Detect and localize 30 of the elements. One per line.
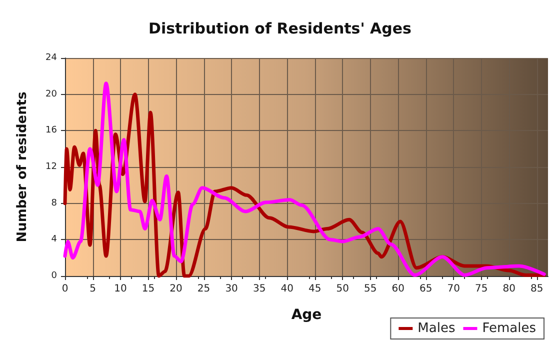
y-tick-label: 12 [46, 162, 57, 172]
y-tick-label: 16 [46, 126, 58, 136]
x-axis-title: Age [291, 307, 322, 323]
x-tick-label: 40 [280, 284, 294, 294]
y-tick-label: 0 [51, 271, 58, 281]
x-tick-label: 60 [392, 284, 404, 294]
chart-title: Distribution of Residents' Ages [148, 20, 412, 38]
x-tick-label: 55 [364, 284, 377, 294]
x-tick-label: 5 [90, 284, 96, 294]
x-tick-label: 15 [142, 284, 155, 294]
x-tick-label: 85 [530, 284, 544, 294]
x-tick-label: 65 [419, 284, 432, 294]
legend-label: Females [482, 321, 536, 336]
x-tick-label: 20 [170, 284, 182, 294]
y-axis-title: Number of residents [15, 91, 30, 242]
x-tick-label: 0 [62, 284, 68, 294]
x-tick-label: 50 [336, 284, 349, 294]
x-tick-label: 10 [114, 284, 127, 294]
x-tick-label: 35 [252, 284, 266, 294]
x-tick-label: 25 [197, 284, 210, 294]
legend-label: Males [418, 321, 456, 336]
y-tick-label: 8 [51, 198, 58, 208]
x-tick-label: 70 [447, 284, 460, 294]
x-tick-label: 75 [475, 284, 488, 294]
y-tick-label: 24 [46, 53, 58, 63]
x-tick-label: 30 [225, 284, 238, 294]
y-tick-label: 20 [46, 89, 58, 100]
x-tick-label: 45 [308, 284, 322, 294]
y-tick-label: 4 [51, 234, 58, 245]
x-tick-label: 80 [502, 284, 516, 294]
